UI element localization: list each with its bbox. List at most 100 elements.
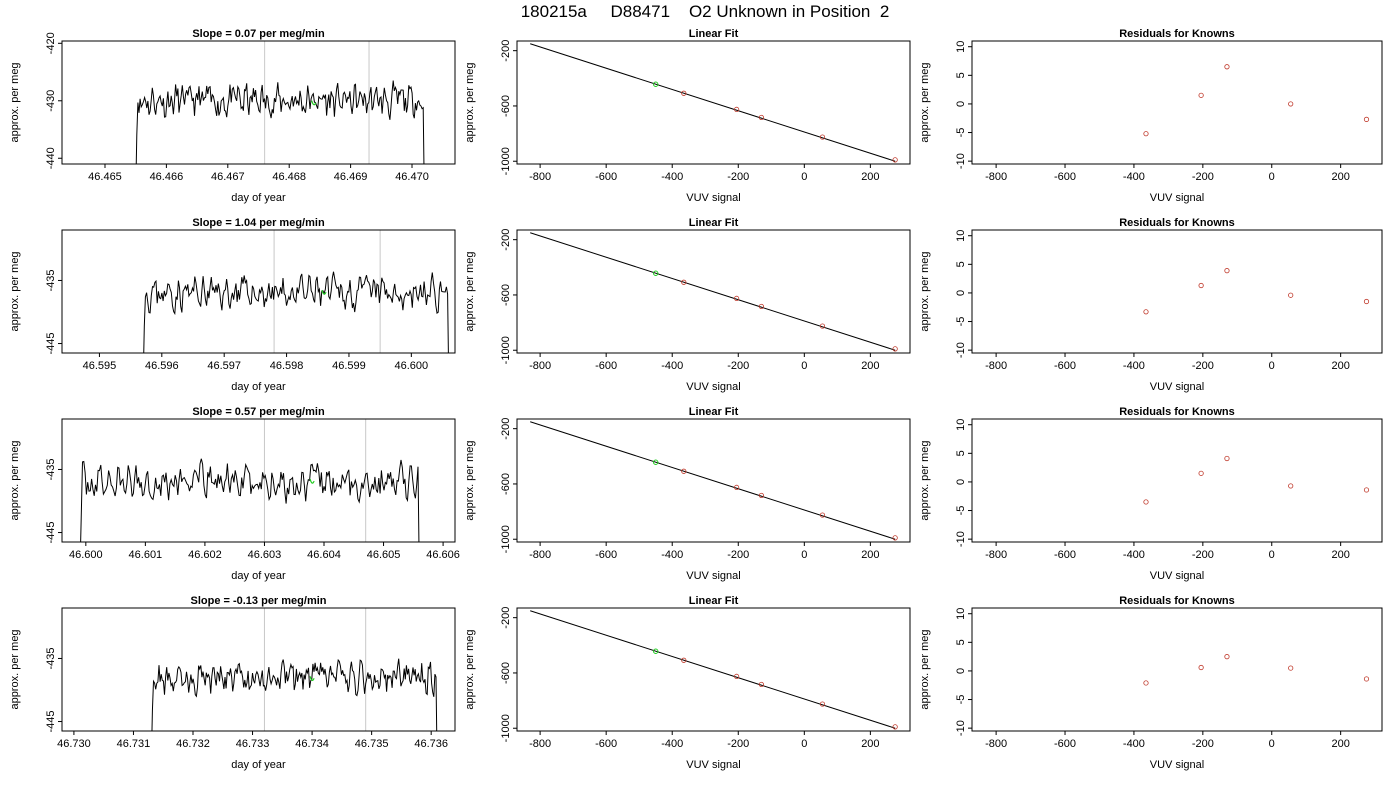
panel-fit-row2: Linear Fit -800 -600 -400 -200 0 200 -1000 -600 -…	[464, 406, 911, 582]
x-tick-label: -400	[661, 549, 683, 561]
panel-residuals-row2: Residuals for Knowns -800 -600 -400 -200 0 200…	[919, 406, 1383, 582]
x-tick-label: -400	[1123, 171, 1145, 183]
y-tick-label: -200	[500, 418, 512, 440]
x-tick-label: 0	[1269, 360, 1275, 372]
unknown-point	[653, 81, 659, 87]
known-point	[734, 295, 740, 302]
data-trace-line	[151, 658, 438, 731]
residual-point	[1224, 268, 1230, 274]
residual-point	[1288, 483, 1294, 489]
x-tick-label: -400	[1123, 360, 1145, 372]
panel-timeseries-row2: Slope = 0.57 per meg/min 46.600 46.601 46.6…	[9, 406, 460, 582]
plot-area	[80, 458, 420, 542]
x-tick-label: -800	[529, 549, 551, 561]
panel-timeseries-row1: Slope = 1.04 per meg/min 46.595 46.596 46.5…	[9, 217, 456, 393]
y-tick-label: 0	[955, 290, 967, 296]
unknown-point	[653, 459, 659, 465]
y-tick-label: -445	[45, 711, 57, 733]
x-tick-label: -800	[985, 171, 1007, 183]
x-tick-label: 200	[1331, 549, 1349, 561]
x-tick-label: -200	[727, 360, 749, 372]
y-tick-label: -10	[955, 342, 967, 358]
known-point	[734, 484, 740, 491]
x-tick-label: -800	[985, 549, 1007, 561]
residual-point	[1363, 116, 1370, 122]
x-tick-label: -400	[661, 738, 683, 750]
panel-residuals-row3: Residuals for Knowns -800 -600 -400 -200 0 200…	[919, 595, 1383, 771]
data-trace-line	[80, 458, 420, 542]
residual-point	[1198, 664, 1204, 671]
x-tick-label: -200	[1192, 549, 1214, 561]
residual-point	[1143, 309, 1149, 315]
x-tick-label: 46.604	[307, 549, 341, 561]
panel-timeseries-row0: Slope = 0.07 per meg/min 46.465 46.466 46.4…	[9, 28, 456, 204]
x-tick-label: -600	[1054, 171, 1076, 183]
y-tick-label: 10	[955, 608, 967, 620]
y-tick-label: -5	[955, 695, 967, 705]
x-tick-label: 0	[1269, 549, 1275, 561]
x-axis-label: VUV signal	[686, 192, 740, 204]
x-tick-label: 0	[801, 738, 807, 750]
known-point	[892, 724, 898, 730]
x-tick-label: -800	[529, 360, 551, 372]
panel-title: Slope = 0.07 per meg/min	[192, 28, 325, 40]
x-tick-label: -200	[1192, 171, 1214, 183]
x-axis-label: day of year	[231, 381, 286, 393]
figure-title: 180215a D88471 O2 Unknown in Position 2	[521, 2, 890, 21]
known-point	[758, 681, 764, 688]
x-tick-label: -200	[1192, 360, 1214, 372]
known-point	[819, 701, 826, 707]
panel-title: Residuals for Knowns	[1119, 595, 1235, 607]
y-axis-label: approx. per meg	[9, 62, 21, 142]
plot-area	[530, 43, 898, 163]
plot-area	[530, 232, 898, 352]
y-axis-label: approx. per meg	[9, 629, 21, 709]
panel-frame	[516, 40, 911, 165]
x-tick-label: 46.733	[236, 738, 270, 750]
x-axis-label: VUV signal	[1150, 192, 1204, 204]
x-tick-label: 46.465	[88, 171, 122, 183]
x-tick-label: -600	[595, 738, 617, 750]
panel-frame	[516, 418, 911, 543]
plot-area	[1143, 64, 1370, 137]
y-tick-label: 5	[955, 639, 967, 645]
x-tick-label: 46.603	[248, 549, 282, 561]
known-point	[892, 157, 898, 163]
panel-title: Residuals for Knowns	[1119, 28, 1235, 40]
x-tick-label: 46.601	[129, 549, 163, 561]
x-tick-label: 46.466	[150, 171, 184, 183]
y-tick-label: -430	[45, 90, 57, 112]
x-tick-label: 46.734	[295, 738, 329, 750]
x-tick-label: 46.730	[57, 738, 91, 750]
residual-point	[1198, 282, 1204, 289]
panel-frame	[971, 418, 1383, 543]
residual-point	[1143, 499, 1149, 505]
y-tick-label: -600	[500, 284, 512, 306]
x-axis-label: day of year	[231, 192, 286, 204]
y-tick-label: -200	[500, 40, 512, 62]
x-tick-label: 46.602	[188, 549, 222, 561]
residual-point	[1143, 131, 1149, 137]
y-axis-label: approx. per meg	[464, 440, 476, 520]
x-tick-label: 200	[861, 171, 879, 183]
panel-frame	[971, 229, 1383, 354]
y-tick-label: 10	[955, 41, 967, 53]
y-tick-label: 5	[955, 72, 967, 78]
known-point	[681, 90, 687, 96]
residual-point	[1288, 101, 1294, 107]
x-tick-label: -800	[529, 738, 551, 750]
x-tick-label: 46.731	[117, 738, 151, 750]
residual-point	[1198, 470, 1204, 476]
y-tick-label: -10	[955, 720, 967, 736]
panel-residuals-row1: Residuals for Knowns -800 -600 -400 -200 0 200…	[919, 217, 1383, 393]
residual-point	[1363, 487, 1370, 493]
x-tick-label: 46.600	[69, 549, 103, 561]
y-tick-label: -5	[955, 506, 967, 516]
panel-title: Residuals for Knowns	[1119, 406, 1235, 418]
x-axis-label: VUV signal	[686, 759, 740, 771]
panel-frame	[971, 607, 1383, 732]
panel-title: Linear Fit	[689, 406, 739, 418]
x-tick-label: 46.732	[176, 738, 210, 750]
highlight-segment	[321, 289, 327, 295]
y-tick-label: -1000	[500, 525, 512, 553]
